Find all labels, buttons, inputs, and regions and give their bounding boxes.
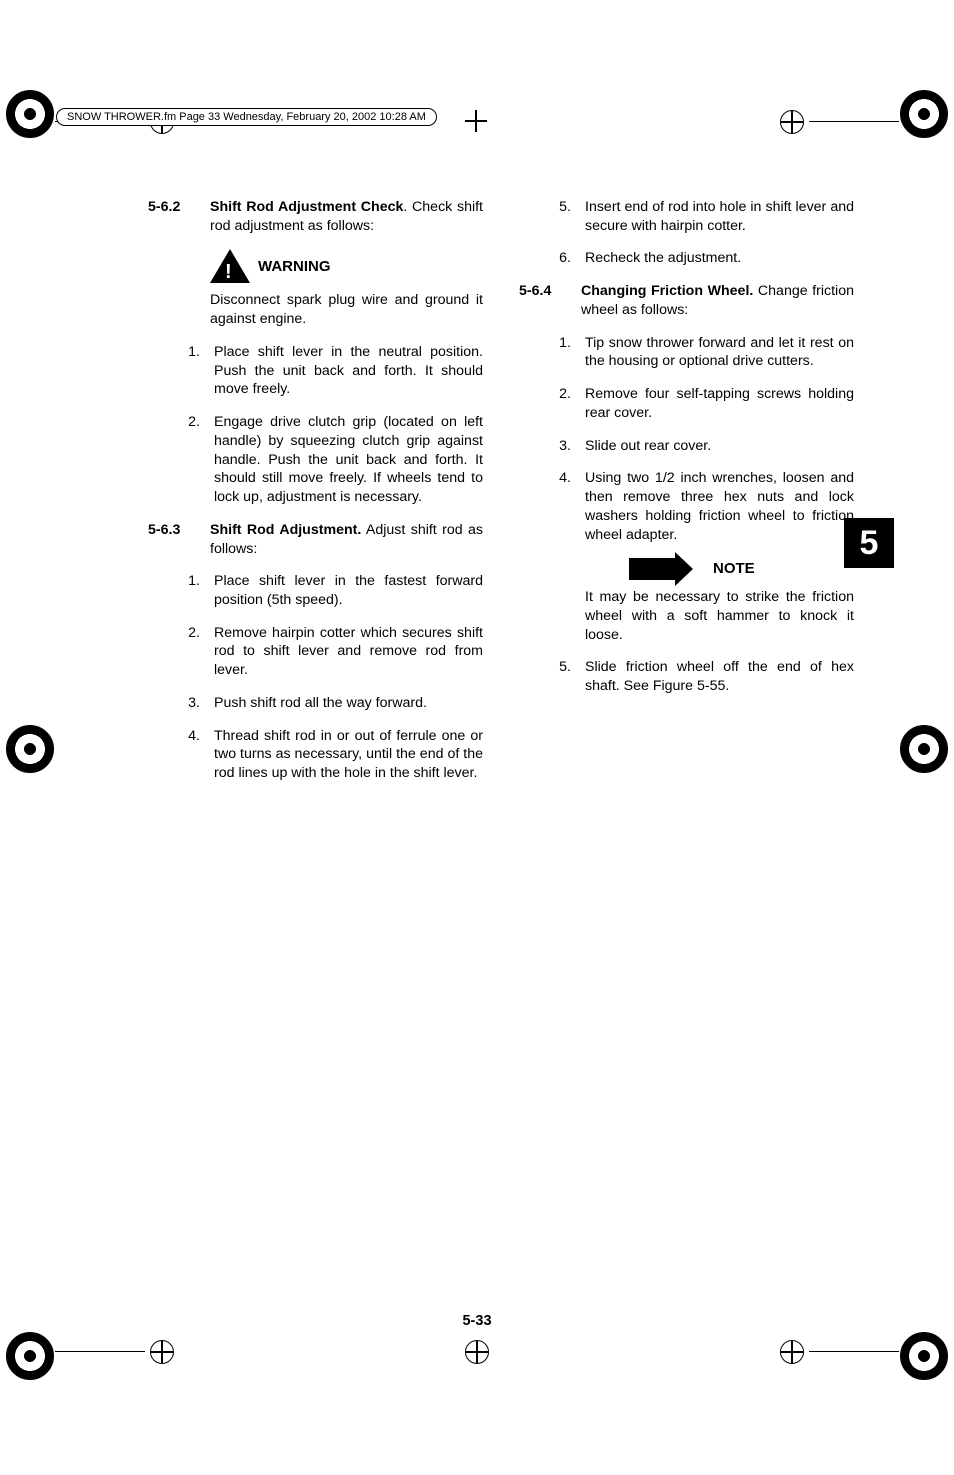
- step-number: 5.: [553, 198, 571, 235]
- step-text: Place shift lever in the neutral positio…: [214, 343, 483, 399]
- step-text: Remove four self-tapping screws holding …: [585, 385, 854, 422]
- column-left: 5-6.2 Shift Rod Adjustment Check. Check …: [148, 198, 483, 797]
- step-text: Engage drive clutch grip (located on lef…: [214, 413, 483, 507]
- column-right: 5. Insert end of rod into hole in shift …: [519, 198, 854, 797]
- step-number: 2.: [553, 385, 571, 422]
- step-text: Insert end of rod into hole in shift lev…: [585, 198, 854, 235]
- step-number: 5.: [553, 658, 571, 695]
- step-text: Place shift lever in the fastest forward…: [214, 572, 483, 609]
- section-number: 5-6.4: [519, 282, 567, 319]
- section-number: 5-6.3: [148, 521, 196, 558]
- step-text: Thread shift rod in or out of ferrule on…: [214, 727, 483, 783]
- section-number: 5-6.2: [148, 198, 196, 235]
- step-text: Slide out rear cover.: [585, 437, 854, 456]
- section-heading-564: Changing Friction Wheel. Change friction…: [581, 282, 854, 319]
- step-number: 3.: [182, 694, 200, 713]
- step-number: 1.: [553, 334, 571, 371]
- crop-row-bottom: [0, 1350, 954, 1353]
- page-number: 5-33: [0, 1313, 954, 1329]
- note-arrow-icon: [629, 558, 675, 580]
- step-number: 1.: [182, 572, 200, 609]
- step-text: Push shift rod all the way forward.: [214, 694, 483, 713]
- step-number: 6.: [553, 249, 571, 268]
- step-text: Recheck the adjustment.: [585, 249, 854, 268]
- note-body: It may be necessary to strike the fricti…: [585, 588, 854, 644]
- step-number: 4.: [182, 727, 200, 783]
- printers-mark-icon: [6, 725, 54, 773]
- step-number: 4.: [553, 469, 571, 544]
- warning-body: Disconnect spark plug wire and ground it…: [210, 291, 483, 328]
- printers-mark-icon: [6, 1332, 54, 1380]
- step-text: Tip snow thrower forward and let it rest…: [585, 334, 854, 371]
- heading-text: Shift Rod Adjustment Check: [210, 199, 403, 215]
- warning-icon: [210, 249, 250, 283]
- warning-callout: WARNING: [210, 249, 483, 283]
- heading-text: Changing Friction Wheel.: [581, 283, 753, 299]
- heading-text: Shift Rod Adjustment.: [210, 522, 361, 538]
- printers-mark-icon: [900, 1332, 948, 1380]
- printers-mark-icon: [6, 90, 54, 138]
- section-tab: 5: [844, 518, 894, 568]
- step-number: 3.: [553, 437, 571, 456]
- note-label: NOTE: [713, 559, 755, 579]
- step-number: 1.: [182, 343, 200, 399]
- section-heading-563: Shift Rod Adjustment. Adjust shift rod a…: [210, 521, 483, 558]
- step-text: Remove hairpin cotter which secures shif…: [214, 624, 483, 680]
- file-header: SNOW THROWER.fm Page 33 Wednesday, Febru…: [56, 108, 437, 126]
- section-heading-562: Shift Rod Adjustment Check. Check shift …: [210, 198, 483, 235]
- step-text: Slide friction wheel off the end of hex …: [585, 658, 854, 695]
- step-text: Using two 1/2 inch wrenches, loosen and …: [585, 469, 854, 544]
- step-number: 2.: [182, 413, 200, 507]
- printers-mark-icon: [900, 725, 948, 773]
- printers-mark-icon: [900, 90, 948, 138]
- warning-label: WARNING: [258, 257, 331, 277]
- step-number: 2.: [182, 624, 200, 680]
- note-callout: NOTE: [629, 558, 854, 580]
